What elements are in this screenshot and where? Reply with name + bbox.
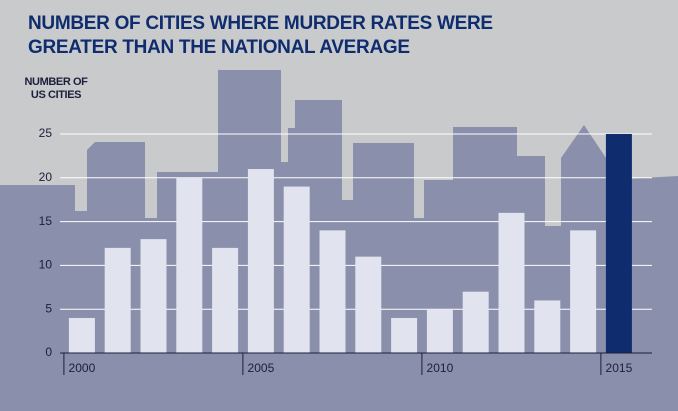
y-tick-label: 25 bbox=[39, 126, 53, 140]
bar bbox=[498, 212, 525, 353]
bar bbox=[462, 291, 489, 353]
bar bbox=[355, 256, 382, 353]
y-tick-label: 5 bbox=[45, 301, 52, 315]
bar bbox=[176, 177, 203, 353]
bar bbox=[534, 300, 561, 353]
bar bbox=[391, 317, 418, 353]
bar bbox=[140, 239, 167, 353]
y-tick-label: 15 bbox=[39, 214, 53, 228]
x-tick-label: 2010 bbox=[427, 361, 454, 375]
bar bbox=[570, 230, 597, 353]
x-tick-label: 2015 bbox=[606, 361, 633, 375]
y-axis-label: NUMBER OF US CITIES bbox=[24, 76, 88, 101]
bar bbox=[104, 247, 131, 353]
y-tick-label: 10 bbox=[39, 258, 53, 272]
y-tick-label: 20 bbox=[39, 170, 53, 184]
bar bbox=[283, 186, 310, 353]
bar bbox=[68, 317, 95, 353]
bar bbox=[212, 247, 239, 353]
bar bbox=[605, 134, 632, 353]
bar bbox=[319, 230, 346, 353]
x-tick-label: 2000 bbox=[69, 361, 96, 375]
x-tick-label: 2005 bbox=[248, 361, 275, 375]
bar bbox=[247, 169, 274, 353]
chart-title: NUMBER OF CITIES WHERE MURDER RATES WERE… bbox=[28, 13, 493, 58]
y-tick-label: 0 bbox=[45, 345, 52, 359]
bar bbox=[426, 309, 453, 353]
